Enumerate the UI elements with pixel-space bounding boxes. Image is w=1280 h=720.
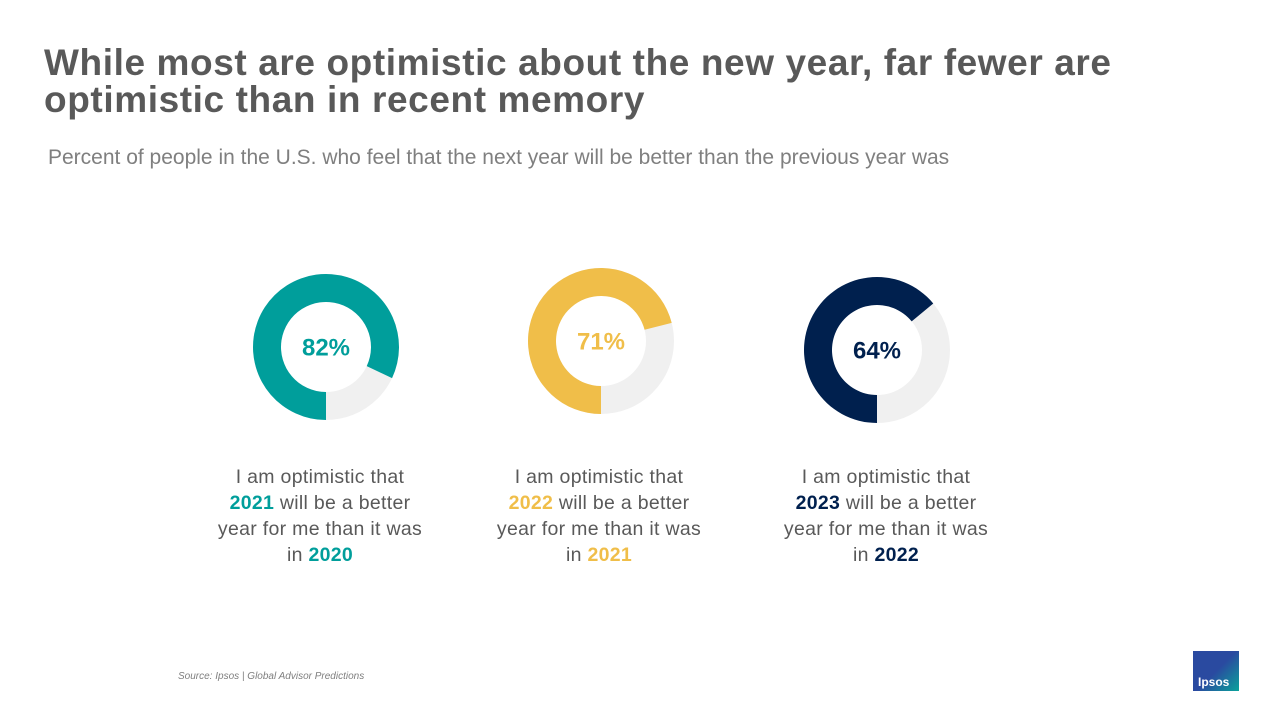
caption-lead: I am optimistic that [514, 466, 684, 488]
caption-year: 2021 [229, 492, 275, 514]
value-label: 64% [853, 337, 901, 364]
value-label: 82% [302, 334, 350, 361]
caption-year: 2022 [508, 492, 554, 514]
logo: Ipsos [1193, 651, 1239, 691]
caption-lead: I am optimistic that [801, 466, 971, 488]
slide-subtitle: Percent of people in the U.S. who feel t… [48, 146, 950, 169]
caption-middle: will be a better year for me than it was… [783, 492, 989, 566]
donut-segment [252, 274, 399, 420]
caption-prev-year: 2022 [874, 544, 920, 566]
caption: I am optimistic that 2021 will be a bett… [215, 464, 425, 568]
caption: I am optimistic that 2022 will be a bett… [494, 464, 704, 568]
caption: I am optimistic that 2023 will be a bett… [781, 464, 991, 568]
value-label: 71% [577, 328, 625, 355]
caption-middle: will be a better year for me than it was… [217, 492, 423, 566]
caption-lead: I am optimistic that [235, 466, 405, 488]
caption-prev-year: 2021 [587, 544, 633, 566]
caption-prev-year: 2020 [308, 544, 354, 566]
source-note: Source: Ipsos | Global Advisor Predictio… [178, 671, 365, 682]
caption-year: 2023 [795, 492, 841, 514]
logo-text: Ipsos [1198, 675, 1230, 689]
slide-title: While most are optimistic about the new … [44, 42, 1112, 120]
donut-segment [803, 277, 934, 423]
caption-middle: will be a better year for me than it was… [496, 492, 702, 566]
donut-segment [528, 267, 672, 414]
